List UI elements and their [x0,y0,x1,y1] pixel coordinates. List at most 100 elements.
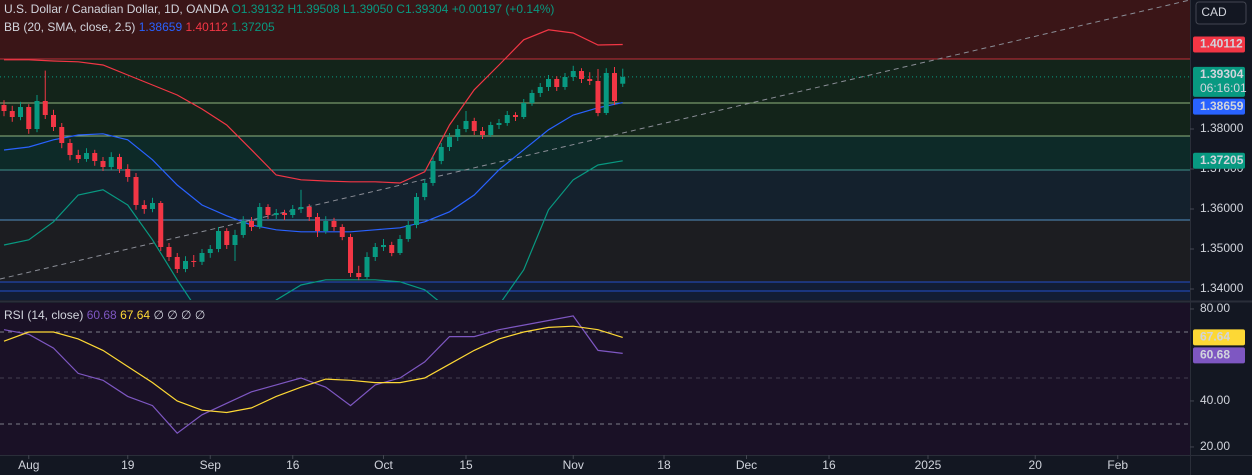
rsi-background [0,303,1190,455]
candle-body [389,245,395,253]
price-tag [1193,66,1245,97]
x-tick-label: Oct [374,458,393,472]
candle-body [166,247,172,257]
candle-body [545,79,551,87]
axes: 1.340001.350001.360001.370001.3800080.00… [18,36,1247,472]
price-zone [0,0,1190,59]
candle-body [504,115,510,123]
price-zone [0,136,1190,170]
legend-value: 1.37205 [231,20,275,34]
y-tick-label: 1.34000 [1200,281,1244,295]
trendline [0,0,1190,280]
candle-body [397,239,403,253]
high-label: H1.39508 [288,2,340,16]
candle-body [306,207,312,217]
rsi-line [3,325,623,414]
candle-body [199,253,205,262]
candle-body [18,107,24,117]
candle-body [521,103,527,117]
bollinger-band [4,29,623,184]
candle-body [273,213,279,215]
legend-row: RSI (14, close) 60.68 67.64 ∅ ∅ ∅ ∅ [4,308,205,322]
candle-body [34,101,40,129]
x-tick-label: Sep [200,458,222,472]
candle-body [562,77,568,87]
x-tick-label: 20 [1029,458,1043,472]
close-label: C1.39304 [396,2,448,16]
candle-body [339,227,345,237]
legend-value: 67.64 [120,308,150,322]
candle-body [100,161,106,167]
candle-body [108,157,114,167]
rsi-extras: ∅ ∅ ∅ ∅ [153,308,205,322]
candle-body [356,273,362,277]
candle-body [191,261,197,262]
legend-value: 1.40112 [185,20,228,34]
price-tag-label: 1.39304 [1200,67,1244,81]
x-tick-label: 19 [121,458,135,472]
rsi-title: RSI (14, close) [4,308,83,322]
x-tick-label: 16 [286,458,300,472]
symbol-title: U.S. Dollar / Canadian Dollar, 1D, OANDA [4,2,229,16]
candle-body [224,231,230,245]
candle-body [537,87,543,93]
currency-label: CAD [1201,5,1227,19]
price-tag [1193,347,1245,364]
x-tick-label: 15 [459,458,473,472]
candle-body [1,105,7,111]
price-tag-label: 60.68 [1200,348,1230,362]
candle-body [413,197,419,225]
candle-body [281,213,287,215]
candle-body [290,209,296,215]
candle-body [496,123,502,125]
candle-body [488,125,494,135]
candle-body [479,131,485,135]
candle-body [248,221,254,227]
currency-button[interactable] [1195,1,1247,25]
price-tag-label: 67.64 [1200,330,1230,344]
price-zone [0,220,1190,282]
price-tag [1193,98,1245,115]
bollinger-band [3,160,623,300]
candle-body [149,203,155,209]
x-tick-label: Aug [18,458,39,472]
candle-body [570,71,576,77]
candle-body [372,247,378,257]
candle-body [603,73,609,113]
bollinger-band [3,102,623,233]
candle-body [529,93,535,103]
candle-body [92,153,98,161]
candle-body [578,71,584,79]
candle-body [595,81,601,113]
price-tag [1193,329,1245,346]
x-tick-label: Feb [1107,458,1128,472]
y-tick-label: 20.00 [1200,439,1230,453]
candle-body [158,203,164,247]
candle-body [611,73,617,101]
candle-body [182,261,188,269]
candle-body [347,237,353,273]
price-zone [0,59,1190,136]
y-tick-label: 1.36000 [1200,201,1244,215]
candle-body [26,107,32,129]
price-tag-label: 1.38659 [1200,99,1244,113]
candle-body [620,76,626,84]
x-tick-label: 18 [657,458,671,472]
x-tick-label: 2025 [915,458,942,472]
x-tick-label: Dec [736,458,757,472]
legend: U.S. Dollar / Canadian Dollar, 1D, OANDA… [4,2,554,322]
candle-body [257,207,263,227]
candle-body [323,221,329,231]
price-tag-label: 1.37205 [1200,153,1244,167]
legend-row: U.S. Dollar / Canadian Dollar, 1D, OANDA… [4,2,554,16]
candle-body [587,79,593,81]
y-tick-label: 1.35000 [1200,241,1244,255]
candle-body [207,249,213,253]
price-tag [1193,152,1245,169]
candle-body [141,205,147,209]
candle-body [240,221,246,235]
candle-body [83,153,89,159]
candle-body [364,257,370,277]
